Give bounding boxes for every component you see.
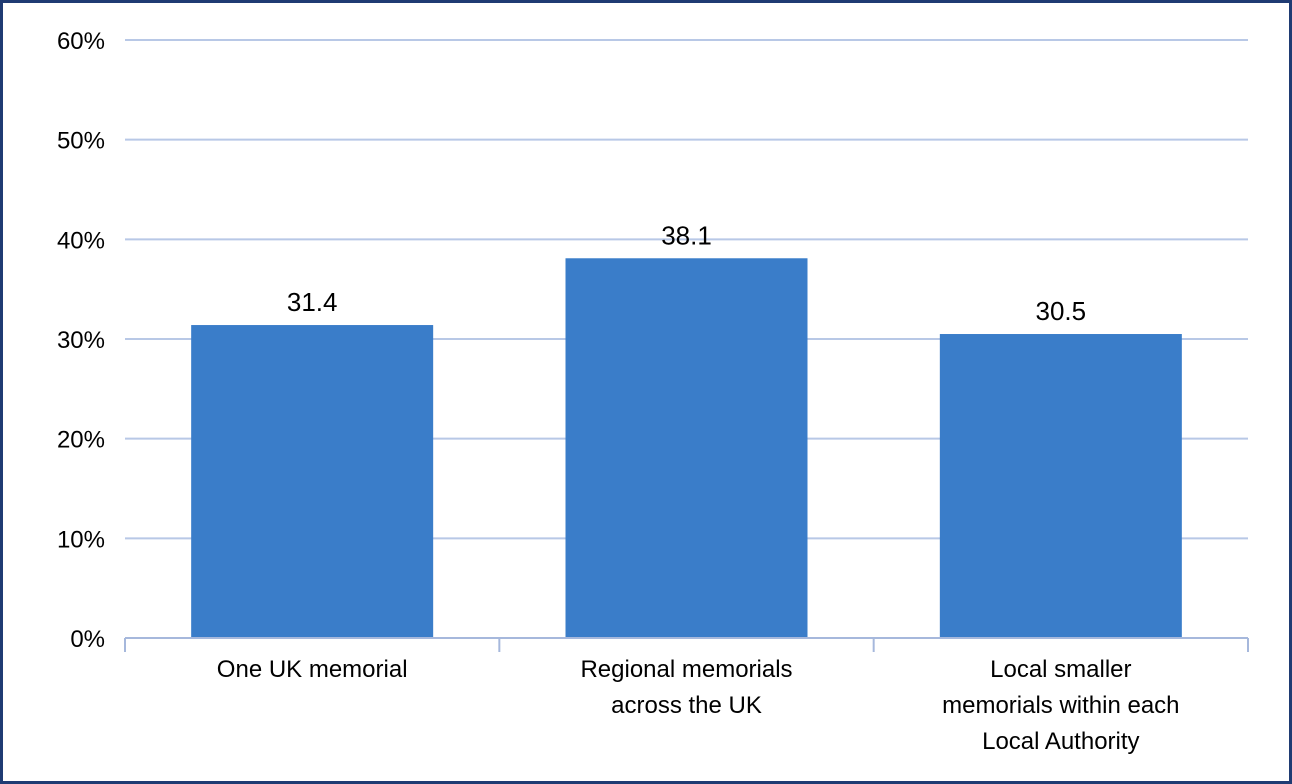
x-tick-label: Local smaller memorials within each Local … <box>942 656 1179 755</box>
y-tick-label: 60% <box>57 28 105 55</box>
data-label: 31.4 <box>287 287 338 317</box>
x-tick-label-line: Local Authority <box>982 728 1139 755</box>
data-label: 38.1 <box>661 220 712 250</box>
y-tick-label: 40% <box>57 227 105 254</box>
bar[interactable] <box>565 258 808 638</box>
x-tick-label-line: One UK memorial <box>217 656 408 683</box>
x-tick-label: One UK memorial <box>217 656 408 683</box>
x-tick-label: Regional memorials across the UK <box>580 656 792 719</box>
x-tick-label-line: Regional memorials <box>580 656 792 683</box>
x-tick-label-line: memorials within each <box>942 692 1179 719</box>
bar[interactable] <box>191 325 434 638</box>
y-tick-label: 20% <box>57 427 105 454</box>
x-tick-label-line: across the UK <box>611 692 762 719</box>
y-tick-label: 50% <box>57 128 105 155</box>
data-label: 30.5 <box>1036 296 1087 326</box>
y-tick-label: 10% <box>57 526 105 553</box>
y-tick-label: 0% <box>70 626 105 653</box>
y-tick-label: 30% <box>57 327 105 354</box>
bar[interactable] <box>939 334 1182 638</box>
x-tick-label-line: Local smaller <box>990 656 1131 683</box>
